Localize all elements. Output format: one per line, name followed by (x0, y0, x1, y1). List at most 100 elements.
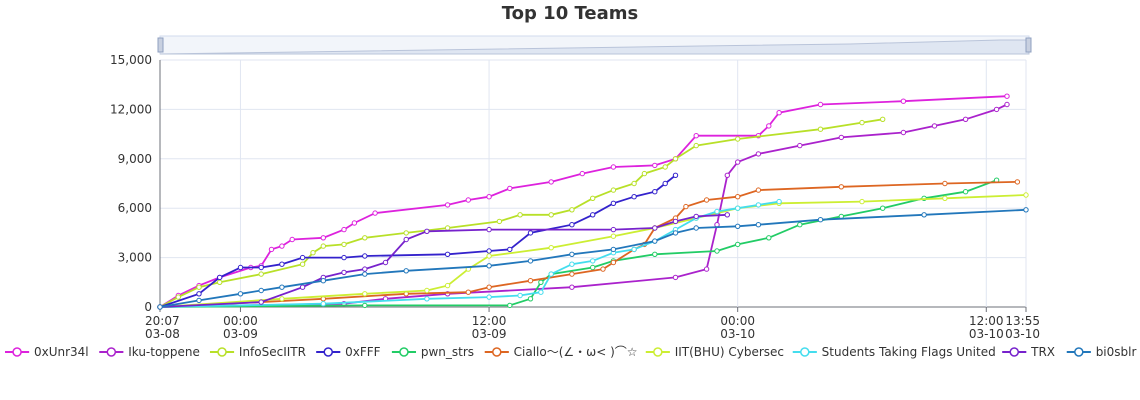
data-point (735, 159, 741, 165)
x-tick-date-label: 03-09 (472, 327, 507, 341)
legend-item[interactable]: Iku-toppene (99, 345, 200, 359)
data-point (859, 119, 865, 126)
legend-label: pwn_strs (421, 345, 474, 359)
data-point (517, 292, 523, 299)
data-point (351, 220, 358, 226)
data-point (797, 222, 803, 228)
legend-item[interactable]: Ciallo～(∠・ω< )⌒☆ (484, 345, 638, 359)
data-point (217, 274, 223, 281)
data-point (610, 246, 617, 253)
data-point (237, 291, 244, 297)
series-path (159, 174, 677, 308)
series-lines (157, 93, 1029, 310)
data-point (486, 226, 492, 233)
legend-item[interactable]: 0xUnr34l (5, 345, 89, 359)
data-point (486, 294, 492, 300)
data-point (838, 184, 844, 190)
data-point (590, 212, 596, 218)
data-point (962, 116, 969, 123)
legend-marker-icon (492, 347, 502, 357)
data-point (880, 116, 886, 123)
data-point (672, 172, 679, 179)
data-point (880, 205, 886, 211)
data-point (486, 253, 492, 259)
data-point (507, 185, 513, 192)
legend-item[interactable]: IIT(BHU) Cybersec (645, 345, 784, 359)
legend-marker-icon (1074, 347, 1084, 357)
legend-marker-icon (800, 347, 810, 357)
data-point (817, 217, 824, 223)
legend-label: bi0sblr (1096, 345, 1137, 359)
data-point (859, 198, 865, 205)
data-point (703, 266, 710, 272)
data-point (931, 123, 938, 129)
data-point (424, 228, 430, 235)
legend-item[interactable]: TRX (1002, 345, 1055, 359)
legend-marker-icon (1009, 347, 1020, 357)
legend-item[interactable]: bi0sblr (1066, 345, 1137, 359)
legend-item[interactable]: Students Taking Flags United (792, 345, 996, 359)
data-point (1023, 192, 1029, 198)
x-tick-label: 13:55 (1005, 314, 1040, 328)
data-point (631, 194, 637, 200)
series-path (159, 179, 997, 308)
series-path (159, 194, 1027, 308)
zoom-handle-right[interactable] (1025, 37, 1032, 53)
data-point (299, 254, 306, 261)
data-point (724, 212, 730, 218)
data-point (320, 235, 326, 241)
legend-marker-icon (399, 347, 409, 357)
y-tick-label: 6,000 (118, 201, 152, 215)
data-point (652, 225, 658, 231)
data-point (548, 212, 554, 218)
data-point (486, 194, 492, 200)
y-tick-label: 12,000 (110, 102, 152, 116)
data-point (486, 263, 492, 269)
data-point (590, 264, 596, 271)
data-point (424, 287, 430, 294)
data-point (652, 251, 658, 258)
data-point (652, 189, 658, 195)
data-point (590, 195, 596, 202)
data-point (755, 187, 762, 193)
legend-item[interactable]: pwn_strs (391, 345, 474, 359)
data-point (693, 142, 699, 149)
x-tick-label: 00:00 (720, 314, 755, 328)
data-point (362, 271, 368, 277)
data-point (424, 296, 430, 302)
data-point (279, 296, 285, 302)
series-line (157, 101, 1010, 310)
legend[interactable]: 0xUnr34l Iku-toppene InfoSecIITR 0xFFF pwn_s… (5, 345, 1136, 359)
legend-marker-icon (653, 347, 663, 357)
data-point (341, 254, 347, 261)
x-tick-label: 12:00 (969, 314, 1004, 328)
data-point (527, 278, 534, 284)
legend-item[interactable]: InfoSecIITR (209, 345, 306, 359)
legend-item[interactable]: 0xFFF (316, 345, 381, 359)
data-point (403, 230, 409, 236)
data-point (693, 213, 699, 220)
legend-marker-icon (323, 347, 333, 357)
series-line (157, 116, 886, 310)
x-tick-date-label: 03-10 (1005, 327, 1040, 341)
data-point (755, 222, 762, 228)
data-point (175, 294, 182, 300)
zoom-handle-left[interactable] (157, 37, 164, 53)
data-point (672, 274, 679, 281)
data-point (362, 253, 368, 259)
y-tick-label: 3,000 (118, 251, 152, 265)
data-point (724, 172, 730, 179)
data-point (444, 282, 451, 289)
data-point (196, 291, 202, 297)
data-point (735, 136, 741, 142)
data-point (735, 241, 741, 248)
data-point (755, 151, 762, 157)
data-point (362, 235, 368, 241)
legend-marker-icon (12, 347, 22, 357)
data-point (755, 202, 762, 208)
data-point (600, 266, 606, 272)
data-point (693, 225, 699, 231)
data-point (548, 245, 554, 251)
data-point (579, 170, 585, 177)
legend-label: Ciallo～(∠・ω< )⌒☆ (514, 345, 638, 359)
